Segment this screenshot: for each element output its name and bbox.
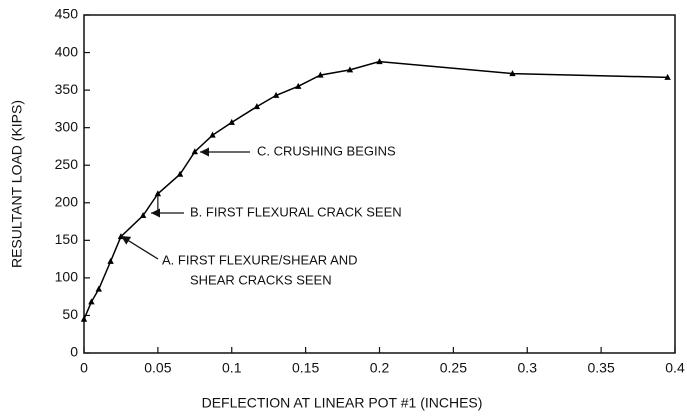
data-point (209, 131, 216, 138)
x-tick-label: 0.1 (222, 360, 242, 376)
x-tick-label: 0.35 (588, 360, 615, 376)
annotation: SHEAR CRACKS SEEN (190, 272, 332, 287)
y-tick-label: 350 (55, 81, 79, 97)
x-tick-label: 0.2 (370, 360, 390, 376)
data-point (228, 118, 235, 125)
x-tick-label: 0.3 (518, 360, 538, 376)
data-point (664, 73, 671, 80)
data-point (253, 103, 261, 110)
data-point (191, 148, 199, 155)
annotation: A. FIRST FLEXURE/SHEAR AND (162, 252, 358, 267)
x-tick-label: 0.25 (440, 360, 467, 376)
x-tick-label: 0.4 (665, 360, 685, 376)
y-tick-label: 50 (62, 306, 78, 322)
x-tick-label: 0.05 (144, 360, 171, 376)
y-tick-label: 150 (55, 231, 79, 247)
y-tick-label: 450 (55, 6, 79, 22)
annotation: B. FIRST FLEXURAL CRACK SEEN (190, 204, 402, 219)
y-tick-label: 400 (55, 43, 79, 59)
data-point (509, 70, 516, 77)
y-tick-label: 100 (55, 269, 79, 285)
data-point (176, 170, 184, 177)
plot-frame (83, 14, 676, 354)
x-axis-label: DEFLECTION AT LINEAR POT #1 (INCHES) (202, 395, 483, 411)
x-tick-label: 0 (80, 360, 88, 376)
y-axis-label: RESULTANT LOAD (KIPS) (9, 100, 25, 268)
data-point (295, 82, 302, 89)
y-tick-label: 200 (55, 193, 79, 209)
data-point (272, 91, 280, 98)
y-tick-label: 0 (70, 344, 78, 360)
data-point (88, 298, 95, 305)
data-point (317, 71, 324, 78)
data-point (107, 257, 114, 264)
data-point (139, 212, 147, 219)
data-point (346, 66, 354, 73)
data-point (376, 58, 383, 65)
data-point (154, 190, 162, 197)
y-tick-label: 250 (55, 156, 79, 172)
data-line (83, 60, 668, 320)
annotation-arrow (120, 235, 159, 260)
data-point (80, 315, 88, 322)
data-point (95, 285, 102, 292)
annotation: C. CRUSHING BEGINS (257, 143, 396, 158)
x-tick-label: 0.15 (292, 360, 319, 376)
y-tick-label: 300 (55, 118, 79, 134)
